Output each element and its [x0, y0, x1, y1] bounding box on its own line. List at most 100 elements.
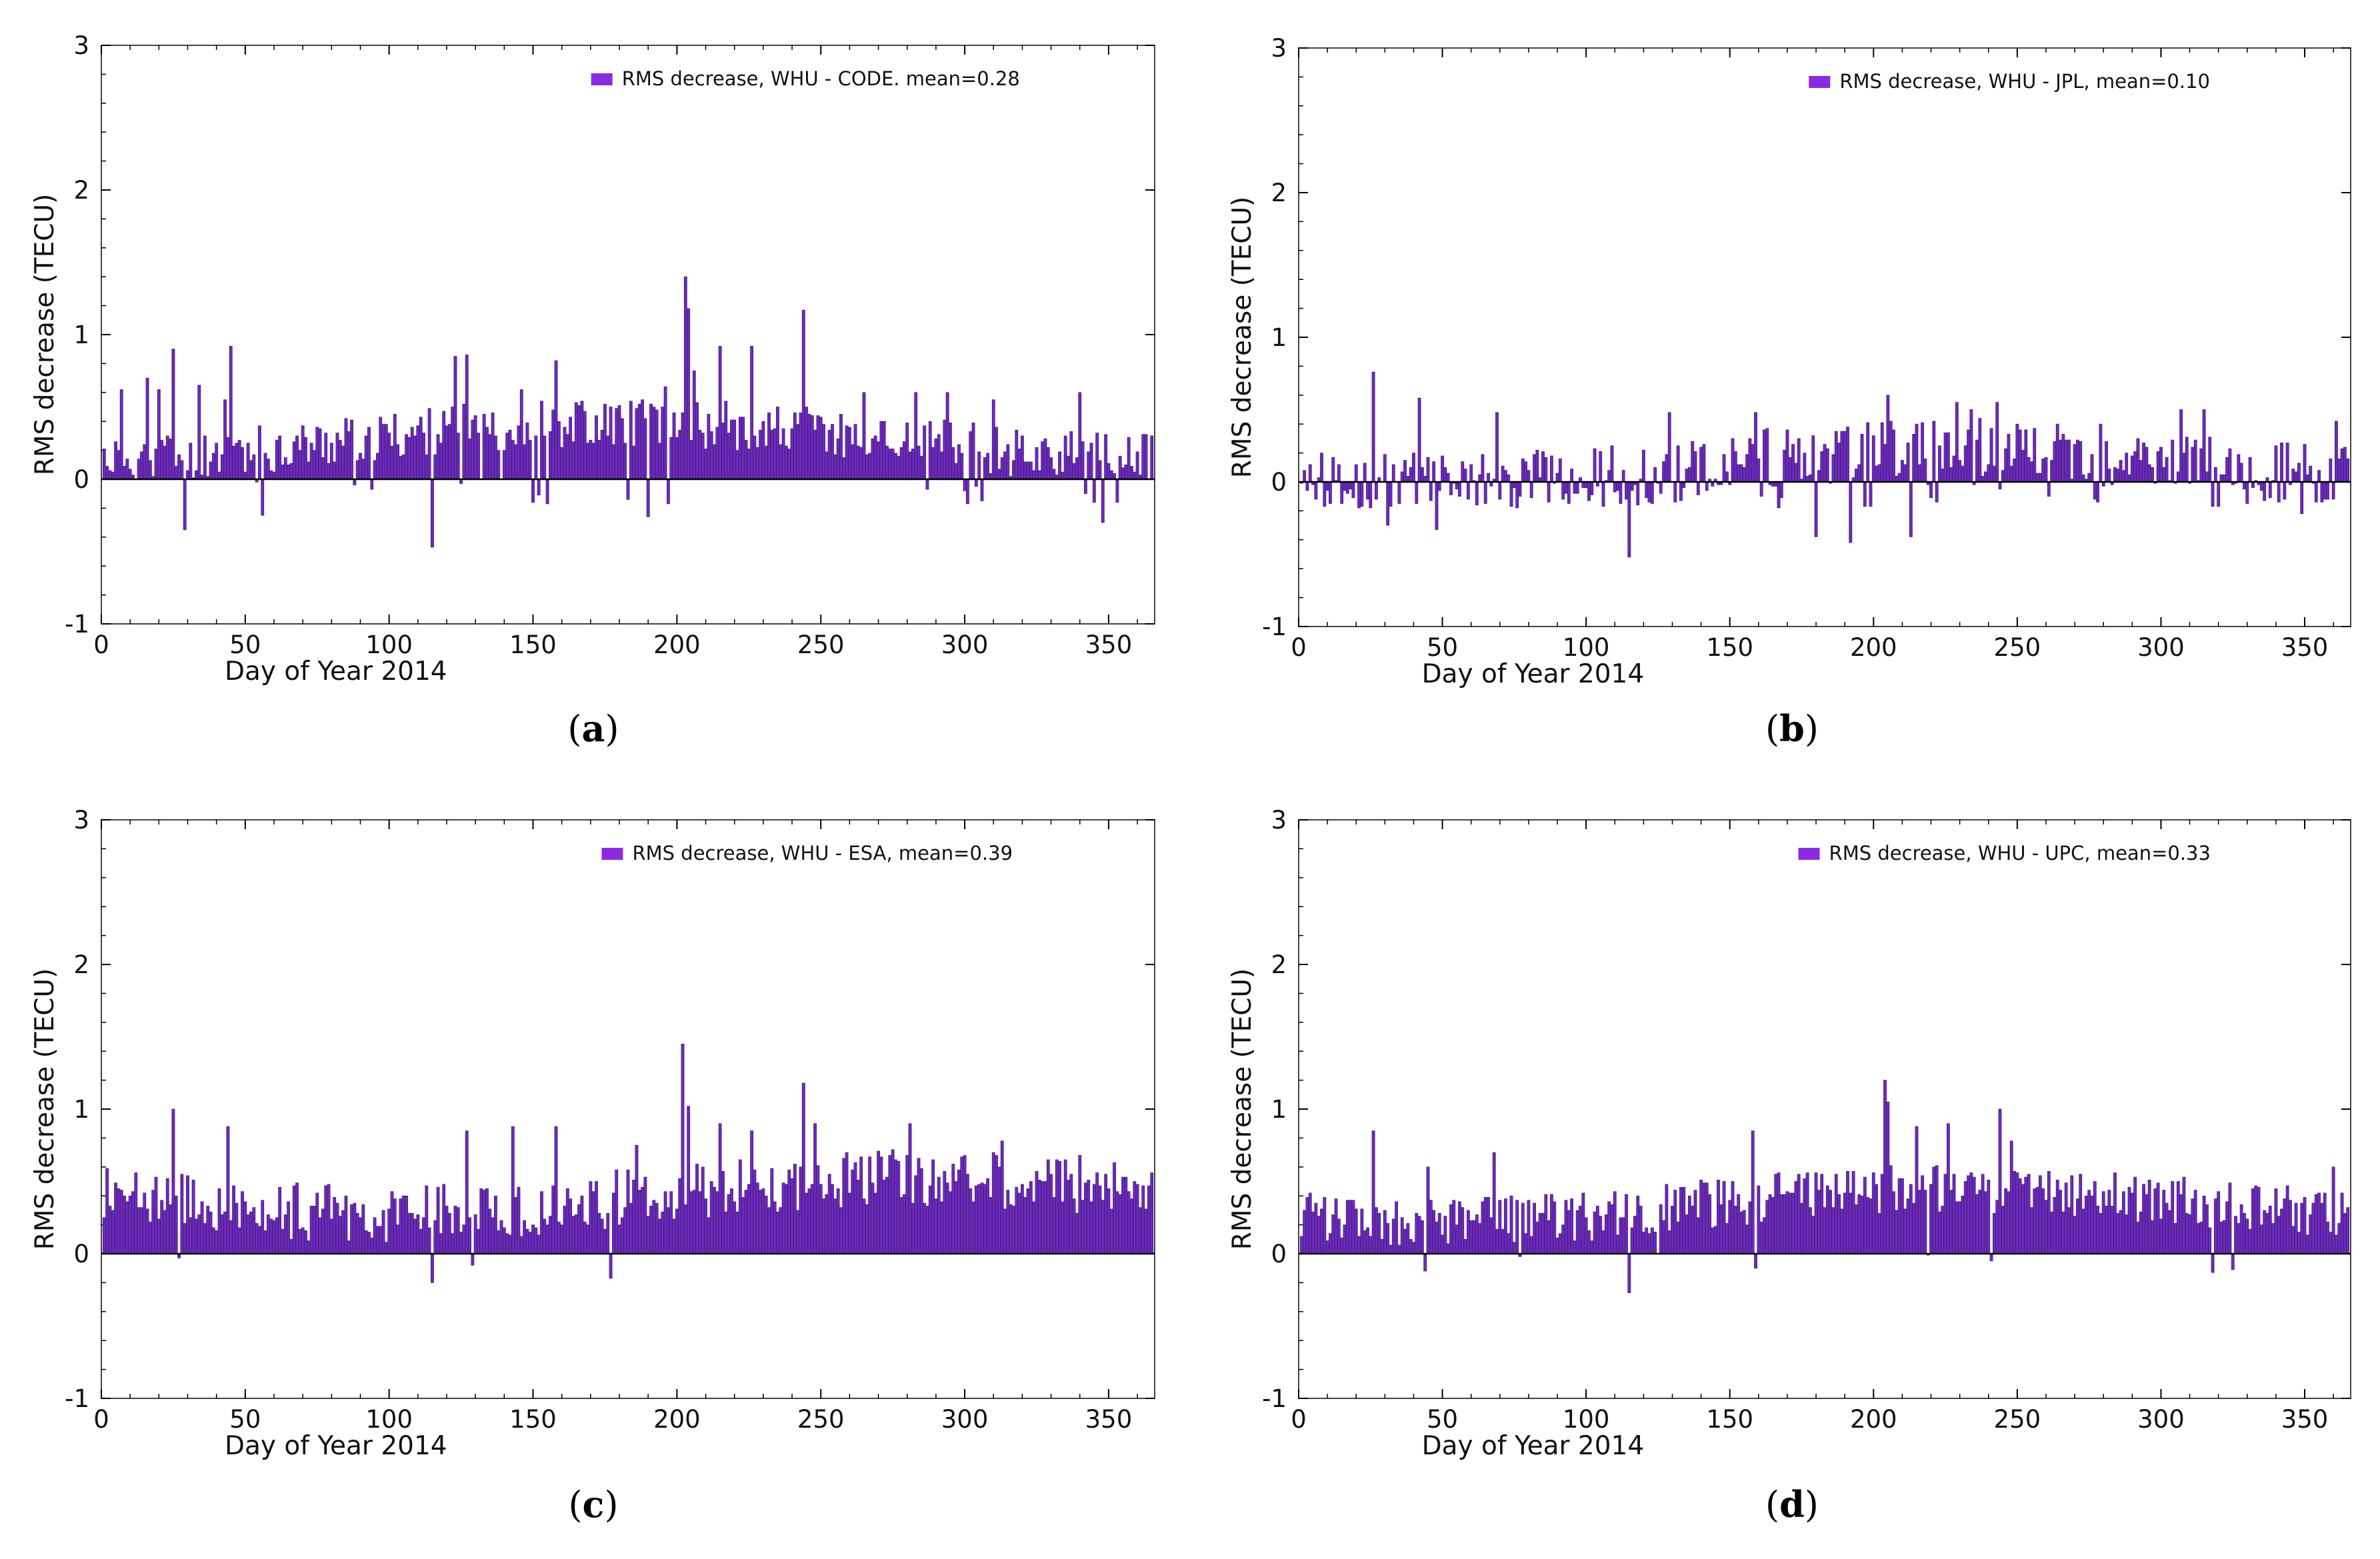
bar — [108, 470, 112, 480]
bar — [1883, 1080, 1887, 1254]
bar — [427, 408, 431, 480]
bar — [1834, 1174, 1838, 1254]
bar — [1325, 1240, 1329, 1254]
x-tick-label: 0 — [1291, 633, 1307, 662]
bar — [197, 1214, 201, 1254]
bar — [2176, 1181, 2180, 1254]
y-tick-label: 1 — [1271, 323, 1287, 352]
bar — [1041, 441, 1045, 480]
bar — [1702, 1182, 1706, 1254]
bar — [549, 431, 552, 480]
bar — [2211, 481, 2215, 507]
bar — [859, 1156, 863, 1254]
x-tick-label: 300 — [2137, 1405, 2185, 1434]
bar — [615, 408, 619, 480]
bar — [549, 1216, 552, 1254]
bar — [1895, 1210, 1899, 1254]
bar — [1507, 474, 1511, 483]
bar — [663, 1191, 667, 1254]
bar — [827, 429, 831, 480]
bar — [160, 1200, 164, 1254]
bar — [534, 435, 538, 480]
bar — [724, 401, 728, 480]
bar — [1665, 454, 1669, 483]
bar — [1763, 1217, 1766, 1254]
bar — [1323, 481, 1327, 507]
bar — [1515, 481, 1519, 509]
bar — [759, 429, 762, 480]
x-axis-title: Day of Year 2014 — [225, 657, 447, 687]
bar — [589, 1181, 593, 1254]
bar — [2179, 409, 2183, 483]
bar — [1935, 1165, 1939, 1254]
bar — [143, 444, 147, 480]
bar — [2130, 455, 2134, 483]
bar — [1127, 1191, 1131, 1254]
bar — [1846, 427, 1849, 483]
bar — [868, 453, 872, 480]
panel-letter: b — [1779, 707, 1805, 750]
bar — [2035, 1186, 2039, 1254]
bar — [707, 1217, 711, 1254]
bar — [258, 1226, 261, 1254]
bar — [436, 434, 440, 480]
bar — [672, 1218, 676, 1254]
bar — [951, 1164, 955, 1254]
bar — [1745, 1224, 1749, 1254]
bar — [2300, 481, 2304, 515]
bar — [2061, 434, 2065, 483]
bar — [1593, 1211, 1597, 1254]
bar — [1771, 1197, 1775, 1254]
bar — [511, 440, 515, 480]
bar — [1900, 460, 1904, 483]
bar — [1992, 465, 1996, 483]
bar — [217, 471, 221, 480]
bar — [447, 424, 451, 480]
bar — [569, 1198, 573, 1254]
bar — [687, 308, 691, 480]
bar — [799, 412, 803, 480]
bar — [560, 447, 564, 480]
bar — [497, 450, 501, 480]
bar — [2121, 1191, 2125, 1254]
bar — [2050, 1211, 2054, 1254]
bar — [217, 1188, 221, 1254]
bar — [2303, 444, 2307, 483]
bar — [1860, 1195, 1864, 1254]
bar — [591, 1191, 595, 1254]
bar — [243, 471, 247, 480]
bar — [667, 479, 670, 505]
bar — [853, 1162, 857, 1254]
bar — [266, 459, 270, 480]
bar — [2314, 481, 2318, 503]
bar — [2075, 439, 2079, 483]
bar — [1133, 471, 1137, 480]
bar — [646, 1216, 650, 1254]
bar — [1314, 1202, 1318, 1254]
bar — [1003, 1208, 1007, 1254]
bar — [940, 1201, 943, 1254]
bar — [1078, 1155, 1082, 1254]
bar — [177, 454, 181, 480]
x-tick-label: 250 — [797, 1405, 845, 1434]
bar — [2193, 439, 2197, 483]
bar — [235, 443, 239, 480]
bar — [514, 1197, 518, 1254]
bar — [1072, 463, 1076, 480]
bar — [2182, 1176, 2186, 1254]
bar — [537, 1234, 541, 1254]
bar — [879, 421, 883, 480]
bar — [381, 1210, 385, 1254]
bar — [1426, 1166, 1430, 1254]
bar — [2228, 448, 2232, 483]
bar — [1037, 470, 1041, 480]
bar — [1000, 1140, 1004, 1254]
bar — [606, 1212, 610, 1254]
bar — [1529, 1236, 1533, 1254]
bar — [595, 415, 598, 480]
bar — [2153, 1188, 2157, 1254]
bar — [1889, 421, 1893, 483]
bar — [309, 1206, 313, 1254]
bar — [2173, 1223, 2177, 1254]
